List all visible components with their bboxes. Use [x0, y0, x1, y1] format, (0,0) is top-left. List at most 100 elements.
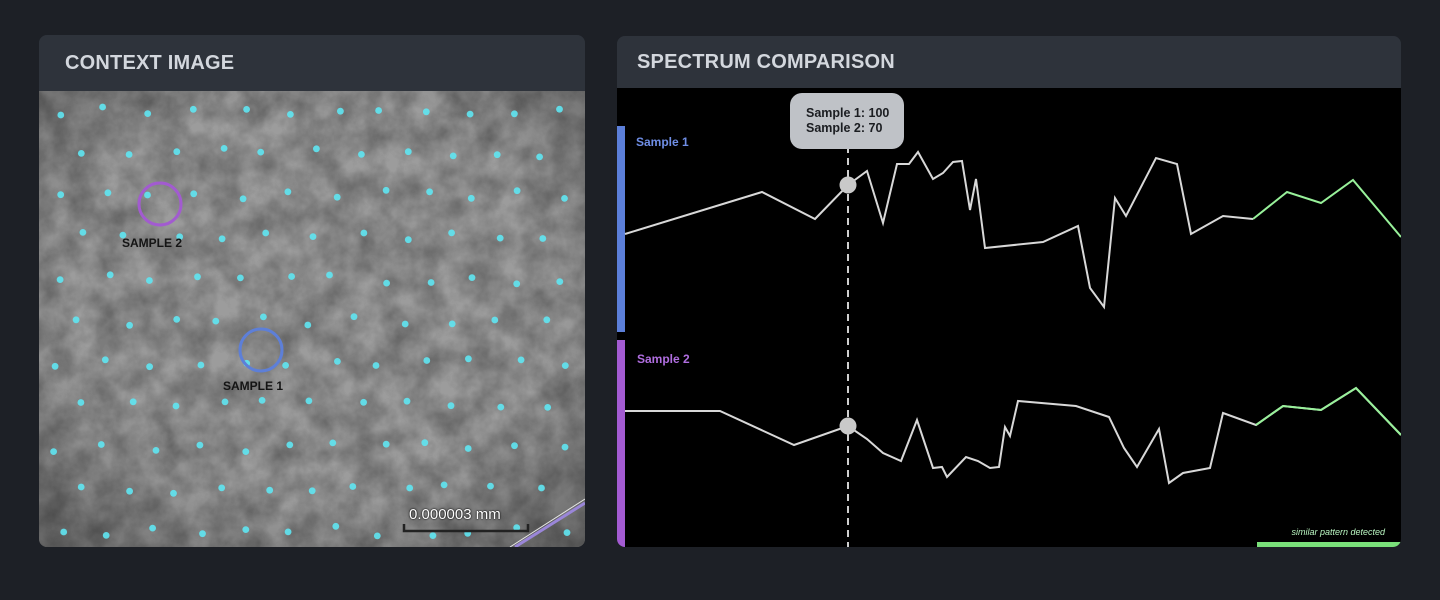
sample-1-cursor-point[interactable]	[839, 176, 857, 194]
feature-dot	[119, 231, 127, 239]
feature-dot	[556, 278, 564, 285]
feature-dot	[308, 487, 316, 495]
context-image-title: CONTEXT IMAGE	[65, 51, 235, 74]
feature-dot	[382, 440, 390, 448]
feature-dot	[493, 151, 501, 159]
feature-dot	[212, 317, 220, 325]
feature-dot	[221, 398, 229, 406]
feature-dot	[513, 187, 521, 195]
feature-dot	[173, 316, 181, 323]
feature-dot	[262, 229, 270, 237]
feature-dot	[427, 279, 435, 286]
feature-dot	[77, 150, 85, 157]
feature-dot	[401, 320, 409, 328]
feature-dot	[304, 321, 312, 329]
feature-dot	[196, 441, 204, 449]
context-image-viewport[interactable]: SAMPLE 2 SAMPLE 1 0.000003 mm	[39, 91, 585, 547]
feature-dot	[563, 529, 571, 536]
feature-dot	[511, 442, 518, 450]
feature-dot	[496, 234, 504, 242]
feature-dot	[239, 195, 247, 203]
spectrum-comparison-header: SPECTRUM COMPARISON	[617, 36, 1401, 88]
feature-dot	[194, 273, 201, 281]
feature-dot	[539, 235, 547, 242]
feature-dot	[464, 445, 472, 452]
sample-2-marker[interactable]	[137, 181, 183, 227]
sample-1-marker[interactable]	[238, 327, 284, 373]
sample-1-label: SAMPLE 1	[223, 379, 284, 393]
feature-dot	[360, 229, 368, 237]
feature-dot	[337, 107, 344, 115]
feature-dot	[144, 110, 152, 117]
feature-dot	[284, 528, 292, 536]
feature-dot	[77, 399, 85, 406]
feature-dot	[258, 397, 266, 404]
feature-dot	[60, 528, 68, 536]
feature-dot	[334, 358, 341, 365]
feature-dot	[497, 403, 505, 411]
context-image-panel: CONTEXT IMAGE	[39, 35, 585, 547]
scale-bar	[402, 524, 530, 533]
feature-dot	[57, 191, 65, 199]
feature-dot	[57, 111, 65, 119]
feature-dot	[309, 233, 317, 241]
feature-dot	[190, 190, 198, 198]
feature-dot	[372, 362, 380, 369]
feature-dot	[465, 355, 472, 363]
feature-dot	[129, 398, 137, 406]
sample-2-cursor-point[interactable]	[839, 417, 857, 435]
sample-2-track-label: Sample 2	[637, 352, 690, 366]
feature-dot	[266, 486, 274, 494]
feature-dot	[106, 271, 114, 279]
feature-dot	[56, 276, 64, 283]
feature-dot	[125, 151, 133, 158]
feature-dot	[350, 313, 358, 321]
feature-dot	[313, 145, 320, 153]
feature-dots	[50, 103, 571, 540]
feature-dot	[513, 280, 521, 288]
feature-dot	[287, 111, 294, 118]
feature-dot	[218, 484, 226, 492]
feature-dot	[79, 229, 87, 236]
feature-dot	[513, 524, 521, 532]
feature-dot	[172, 402, 180, 410]
feature-dot	[511, 110, 518, 118]
feature-dot	[326, 271, 333, 279]
feature-dot	[466, 110, 474, 118]
feature-dot	[243, 106, 251, 113]
feature-dot	[360, 398, 367, 406]
feature-dot	[126, 487, 133, 495]
similar-pattern-bar	[1257, 542, 1401, 547]
feature-dot	[561, 443, 569, 451]
feature-dot	[422, 108, 430, 116]
feature-dot	[543, 316, 551, 324]
feature-dot	[538, 484, 545, 492]
sample-2-spectrum	[625, 386, 1401, 485]
feature-dot	[102, 532, 110, 539]
feature-dot	[77, 483, 85, 491]
feature-dot	[358, 151, 365, 158]
feature-dot	[426, 188, 433, 196]
feature-dot	[197, 361, 205, 369]
feature-dot	[72, 316, 80, 324]
feature-dot	[199, 530, 206, 538]
feature-dot	[51, 362, 59, 370]
feature-dot	[50, 448, 57, 455]
feature-dot	[282, 362, 289, 369]
sample-1-track-bar	[617, 126, 625, 332]
feature-dot	[544, 404, 552, 411]
feature-dot	[152, 447, 160, 454]
sample-1-track-label: Sample 1	[636, 135, 689, 149]
spectrum-comparison-panel: SPECTRUM COMPARISON Sample 1 Sample 2 Sa…	[617, 36, 1401, 547]
feature-dot	[288, 273, 295, 280]
feature-dot	[406, 484, 414, 492]
spectrum-plot-area[interactable]: Sample 1 Sample 2 Sample 1: 100 Sample 2…	[617, 88, 1401, 547]
feature-dot	[220, 145, 228, 152]
value-tooltip: Sample 1: 100 Sample 2: 70	[790, 93, 904, 149]
feature-dot	[257, 148, 265, 156]
tooltip-sample-2-value: Sample 2: 70	[806, 121, 883, 135]
feature-dot	[440, 481, 448, 489]
feature-dot	[517, 356, 525, 364]
feature-dot	[404, 236, 412, 244]
sample-1-spectrum-similar	[1252, 178, 1401, 238]
